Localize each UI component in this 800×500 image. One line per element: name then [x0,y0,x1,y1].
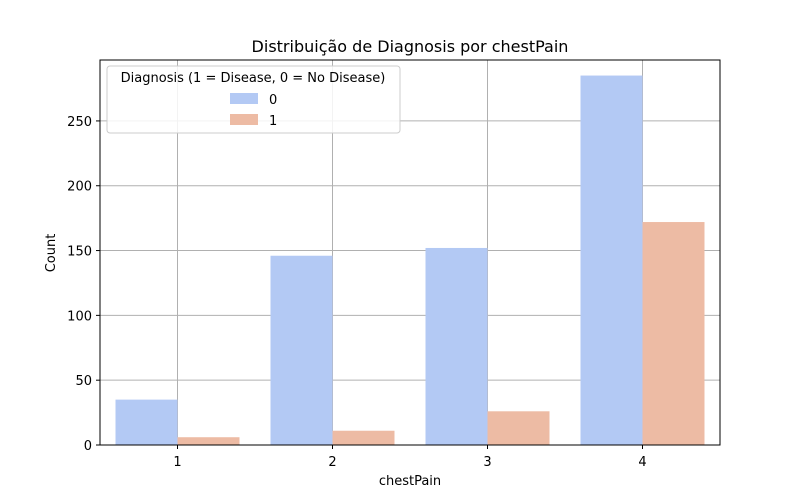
legend-label-1: 1 [269,114,277,129]
x-tick-label: 1 [173,455,181,470]
chart-title: Distribuição de Diagnosis por chestPain [252,37,569,56]
bar-series-0-4 [580,75,643,446]
x-tick-label: 4 [638,455,646,470]
bar-series-0-1 [115,399,178,445]
x-tick-label: 3 [483,455,491,470]
y-tick-label: 250 [67,115,92,130]
y-tick-label: 50 [75,374,92,389]
legend-swatch-0 [230,93,258,104]
y-axis-ticks: 0 50 100 150 200 250 [67,115,100,454]
legend-title: Diagnosis (1 = Disease, 0 = No Disease) [121,71,386,86]
bar-series-1-3 [487,411,550,445]
bar-series-1-1 [177,437,240,445]
bar-series-1-4 [642,222,705,445]
bar-series-0-3 [425,247,488,445]
x-axis-label: chestPain [379,474,441,489]
y-axis-label: Count [44,234,59,273]
x-axis-ticks: 1 2 3 4 [173,445,647,470]
y-tick-label: 100 [67,309,92,324]
bar-series-0-2 [270,255,333,445]
legend-label-0: 0 [269,93,277,108]
y-tick-label: 150 [67,245,92,260]
bars [115,75,705,446]
y-tick-label: 0 [84,439,92,454]
x-tick-label: 2 [328,455,336,470]
bar-series-1-2 [332,430,395,445]
plot-frame [99,59,721,446]
legend: Diagnosis (1 = Disease, 0 = No Disease) … [106,65,401,134]
legend-swatch-1 [230,114,258,125]
y-tick-label: 200 [67,180,92,195]
